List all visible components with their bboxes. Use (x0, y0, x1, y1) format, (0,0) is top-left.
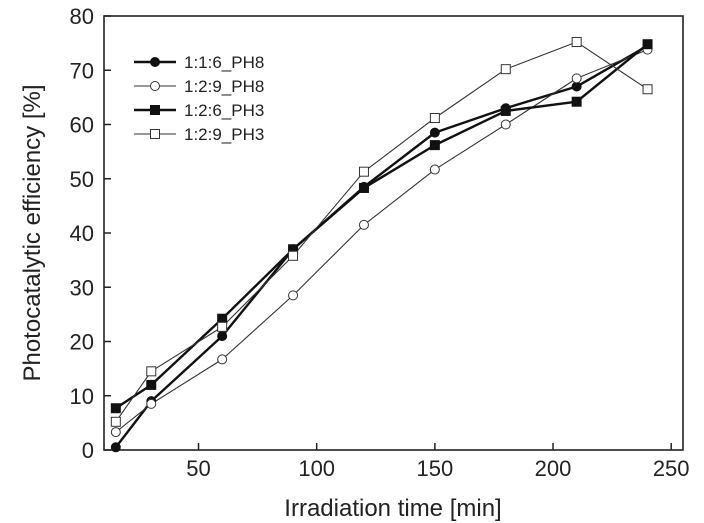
data-point-series-4 (146, 366, 157, 377)
data-point-series-2 (500, 119, 511, 130)
legend: 1:1:6_PH8 1:2:9_PH8 1:2:6_PH3 1:2:9_PH3 (134, 53, 264, 144)
data-point-series-3 (500, 105, 511, 116)
data-point-series-4 (217, 321, 228, 332)
x-tick-label: 200 (535, 456, 572, 481)
y-tick-label: 10 (70, 384, 94, 409)
data-point-series-2 (217, 354, 228, 365)
data-point-series-4 (288, 250, 299, 261)
x-tick-label: 100 (298, 456, 335, 481)
data-point-series-1 (217, 331, 228, 342)
y-tick-label: 0 (82, 438, 94, 463)
data-point-series-2 (358, 219, 369, 230)
data-point-series-4 (358, 166, 369, 177)
legend-label-4: 1:2:9_PH3 (184, 125, 264, 144)
x-axis-title: Irradiation time [min] (284, 495, 501, 522)
y-tick-label: 30 (70, 275, 94, 300)
data-point-series-4 (500, 64, 511, 75)
y-tick-label: 50 (70, 167, 94, 192)
legend-marker-1 (150, 57, 160, 67)
x-tick-label: 50 (186, 456, 210, 481)
y-tick-label: 60 (70, 113, 94, 138)
y-tick-label: 70 (70, 58, 94, 83)
data-point-series-3 (429, 140, 440, 151)
data-point-series-4 (642, 84, 653, 95)
data-point-series-3 (642, 39, 653, 50)
data-point-series-2 (146, 398, 157, 409)
legend-label-2: 1:2:9_PH8 (184, 77, 264, 96)
data-point-series-4 (429, 112, 440, 123)
data-point-series-1 (429, 127, 440, 138)
axis-ticks: 50 100 150 200 250 0 10 20 30 40 50 60 70 80 (70, 4, 690, 481)
legend-marker-3 (150, 105, 160, 115)
y-tick-label: 40 (70, 221, 94, 246)
data-point-series-3 (358, 182, 369, 193)
y-tick-label: 80 (70, 4, 94, 29)
data-point-series-3 (146, 379, 157, 390)
legend-marker-4 (150, 129, 160, 139)
data-point-series-3 (110, 403, 121, 414)
x-tick-label: 250 (653, 456, 690, 481)
y-tick-label: 20 (70, 330, 94, 355)
data-point-series-2 (429, 164, 440, 175)
data-point-series-2 (288, 290, 299, 301)
series-line-4 (115, 41, 648, 423)
legend-marker-2 (150, 81, 160, 91)
data-point-series-4 (110, 416, 121, 427)
series-line-3 (115, 43, 649, 410)
data-point-series-4 (571, 37, 582, 48)
data-point-series-3 (571, 96, 582, 107)
legend-label-1: 1:1:6_PH8 (184, 53, 264, 72)
y-axis-title: Photocatalytic efficiency [%] (19, 84, 46, 381)
x-tick-label: 150 (416, 456, 453, 481)
data-point-series-1 (110, 442, 121, 453)
legend-label-3: 1:2:6_PH3 (184, 101, 264, 120)
data-point-series-2 (571, 73, 582, 84)
series-markers (110, 37, 653, 453)
data-point-series-2 (110, 427, 121, 438)
